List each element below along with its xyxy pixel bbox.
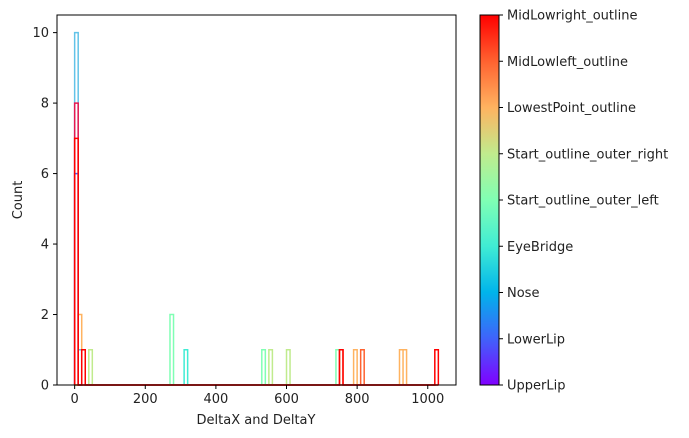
y-tick-label: 6	[41, 167, 49, 182]
y-tick-label: 0	[41, 379, 49, 394]
histogram-series-6	[74, 313, 439, 386]
histogram-series-7	[74, 349, 439, 386]
y-axis: 0 2 4 6 8 10	[32, 26, 57, 394]
colorbar-label: UpperLip	[507, 379, 565, 394]
x-tick-label: 200	[133, 392, 158, 407]
x-tick-label: 600	[274, 392, 299, 407]
y-tick-label: 2	[41, 308, 49, 323]
y-tick-label: 8	[41, 97, 49, 112]
colorbar-label: LowerLip	[507, 332, 565, 347]
colorbar-label: Start_outline_outer_right	[507, 147, 668, 162]
x-tick-label: 1000	[411, 392, 444, 407]
plot-frame	[56, 14, 457, 386]
x-axis-label: DeltaX and DeltaY	[197, 413, 316, 428]
x-tick-label: 0	[71, 392, 79, 407]
colorbar	[479, 14, 500, 386]
histogram-series-5	[74, 349, 439, 386]
x-axis: 0 200 400 600 800 1000	[71, 385, 444, 407]
histogram-series	[73, 31, 440, 386]
colorbar-labels: UpperLip LowerLip Nose EyeBridge Start_outli…	[499, 9, 668, 394]
histogram-series-1	[73, 172, 439, 386]
x-tick-label: 400	[203, 392, 228, 407]
y-tick-label: 4	[41, 238, 49, 253]
x-tick-label: 800	[345, 392, 370, 407]
colorbar-label: MidLowright_outline	[507, 9, 637, 24]
histogram-series-8	[73, 102, 439, 386]
histogram-series-9	[73, 137, 440, 386]
colorbar-label: Nose	[507, 286, 539, 301]
colorbar-label: Start_outline_outer_left	[507, 194, 659, 209]
histogram-series-4	[74, 313, 439, 386]
y-axis-label: Count	[11, 181, 26, 220]
colorbar-label: MidLowleft_outline	[507, 55, 628, 70]
colorbar-label: LowestPoint_outline	[507, 101, 636, 116]
y-tick-label: 10	[32, 26, 49, 41]
colorbar-label: EyeBridge	[507, 240, 573, 255]
histogram-series-2	[73, 31, 439, 386]
histogram-series-3	[74, 349, 439, 386]
